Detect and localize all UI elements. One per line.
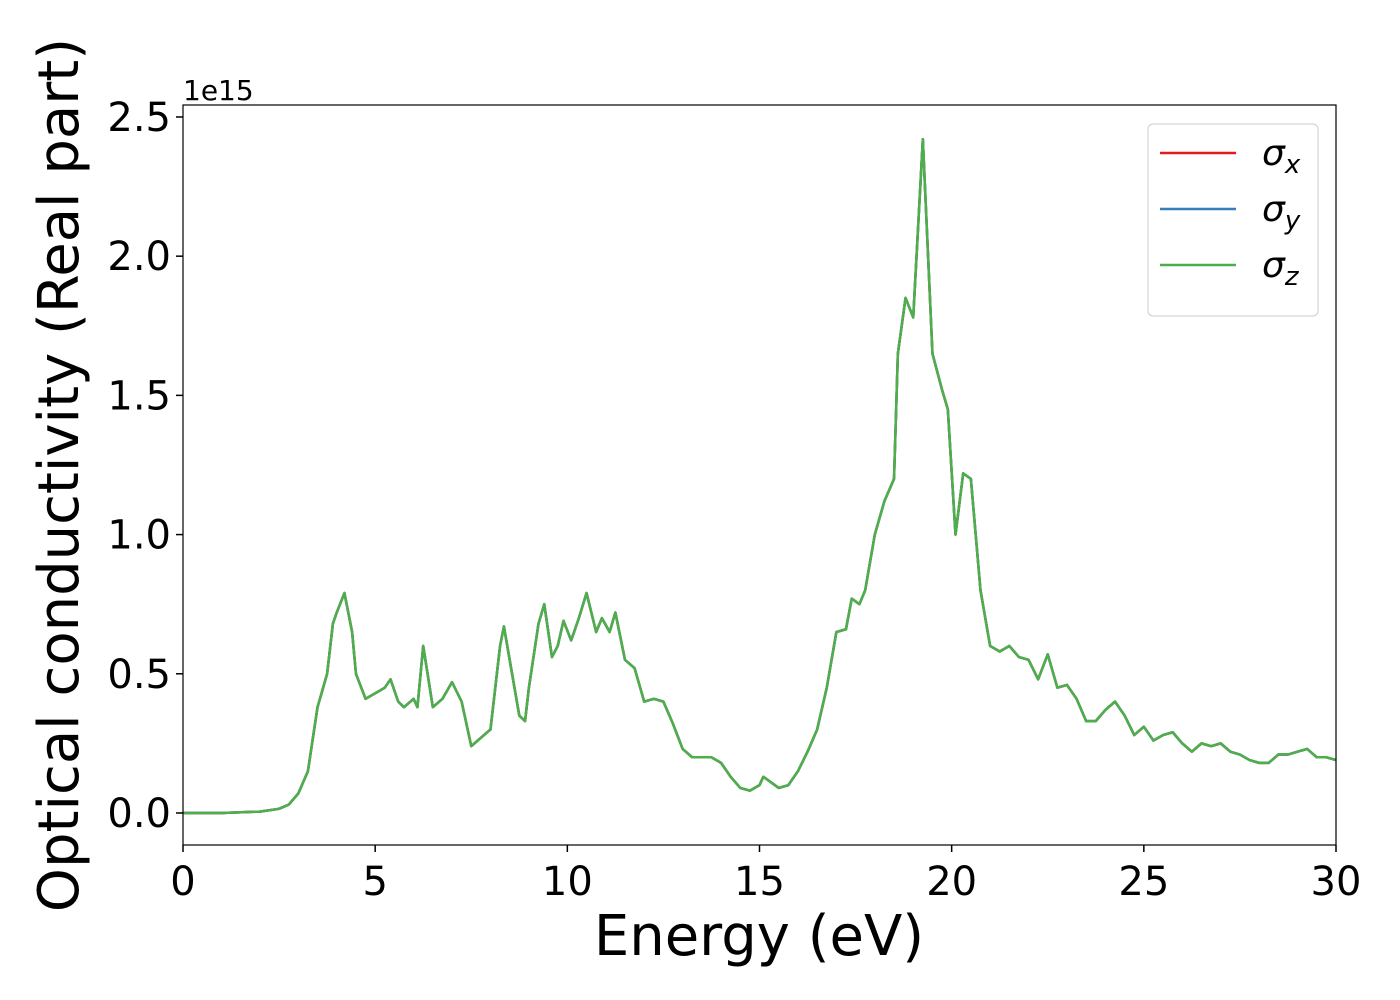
- plot-frame: [182, 104, 1337, 846]
- y-tick-label: 2.0: [107, 234, 171, 280]
- x-tick-label: 20: [926, 859, 977, 905]
- x-tick-label: 25: [1118, 859, 1169, 905]
- x-tick-label: 10: [542, 859, 593, 905]
- y-tick-label: 2.5: [107, 95, 171, 141]
- legend-label: σx: [1262, 133, 1301, 180]
- legend-box: [1147, 123, 1319, 317]
- legend-label: σz: [1262, 245, 1300, 292]
- x-axis-label: Energy (eV): [594, 904, 924, 969]
- y-axis-label: Optical conductivity (Real part): [27, 38, 92, 912]
- legend-label: σy: [1262, 189, 1301, 236]
- x-tick-label: 15: [734, 859, 785, 905]
- x-tick-label: 0: [170, 859, 195, 905]
- x-tick-label: 5: [362, 859, 387, 905]
- data-line: [183, 137, 1336, 815]
- y-tick-label: 0.5: [107, 652, 171, 698]
- y-tick-label: 1.0: [107, 513, 171, 559]
- y-tick-label: 0.0: [107, 791, 171, 837]
- y-offset-label: 1e15: [183, 74, 254, 107]
- y-tick-label: 1.5: [107, 373, 171, 419]
- x-tick-label: 30: [1311, 859, 1362, 905]
